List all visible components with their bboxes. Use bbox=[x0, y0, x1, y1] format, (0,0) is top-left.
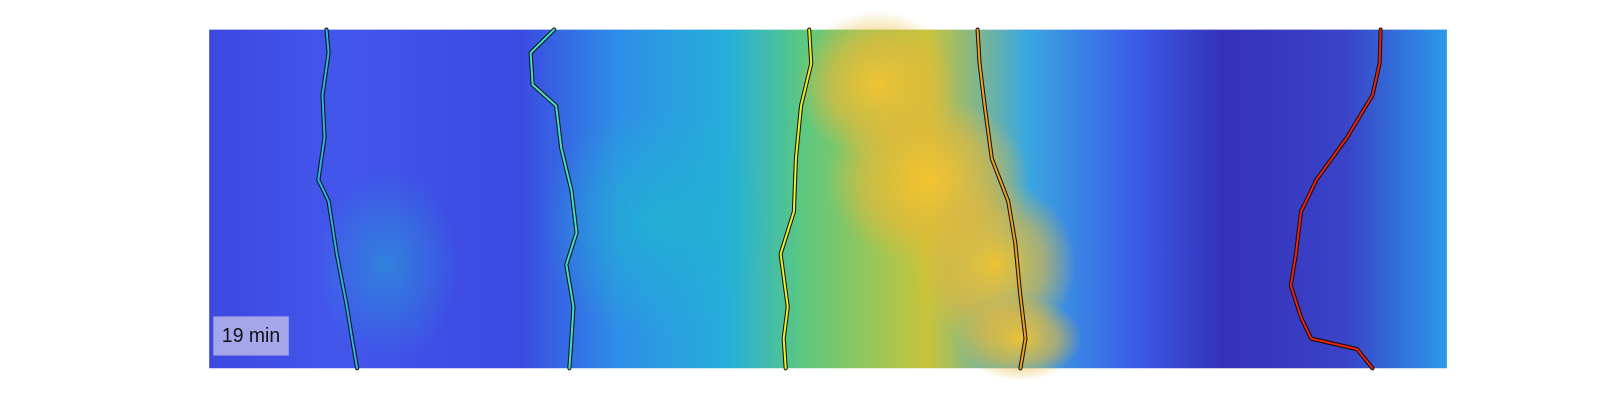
label-box bbox=[213, 316, 289, 356]
cool-region bbox=[316, 169, 460, 360]
hot-region bbox=[959, 296, 1082, 381]
track bbox=[317, 28, 359, 370]
track bbox=[976, 28, 1027, 370]
tracks bbox=[316, 27, 1383, 371]
heatmap bbox=[209, 10, 1447, 381]
track bbox=[529, 28, 578, 370]
cool-region bbox=[540, 105, 766, 339]
track bbox=[779, 28, 813, 370]
time-label: 19 min bbox=[222, 325, 280, 347]
track bbox=[1289, 28, 1382, 370]
